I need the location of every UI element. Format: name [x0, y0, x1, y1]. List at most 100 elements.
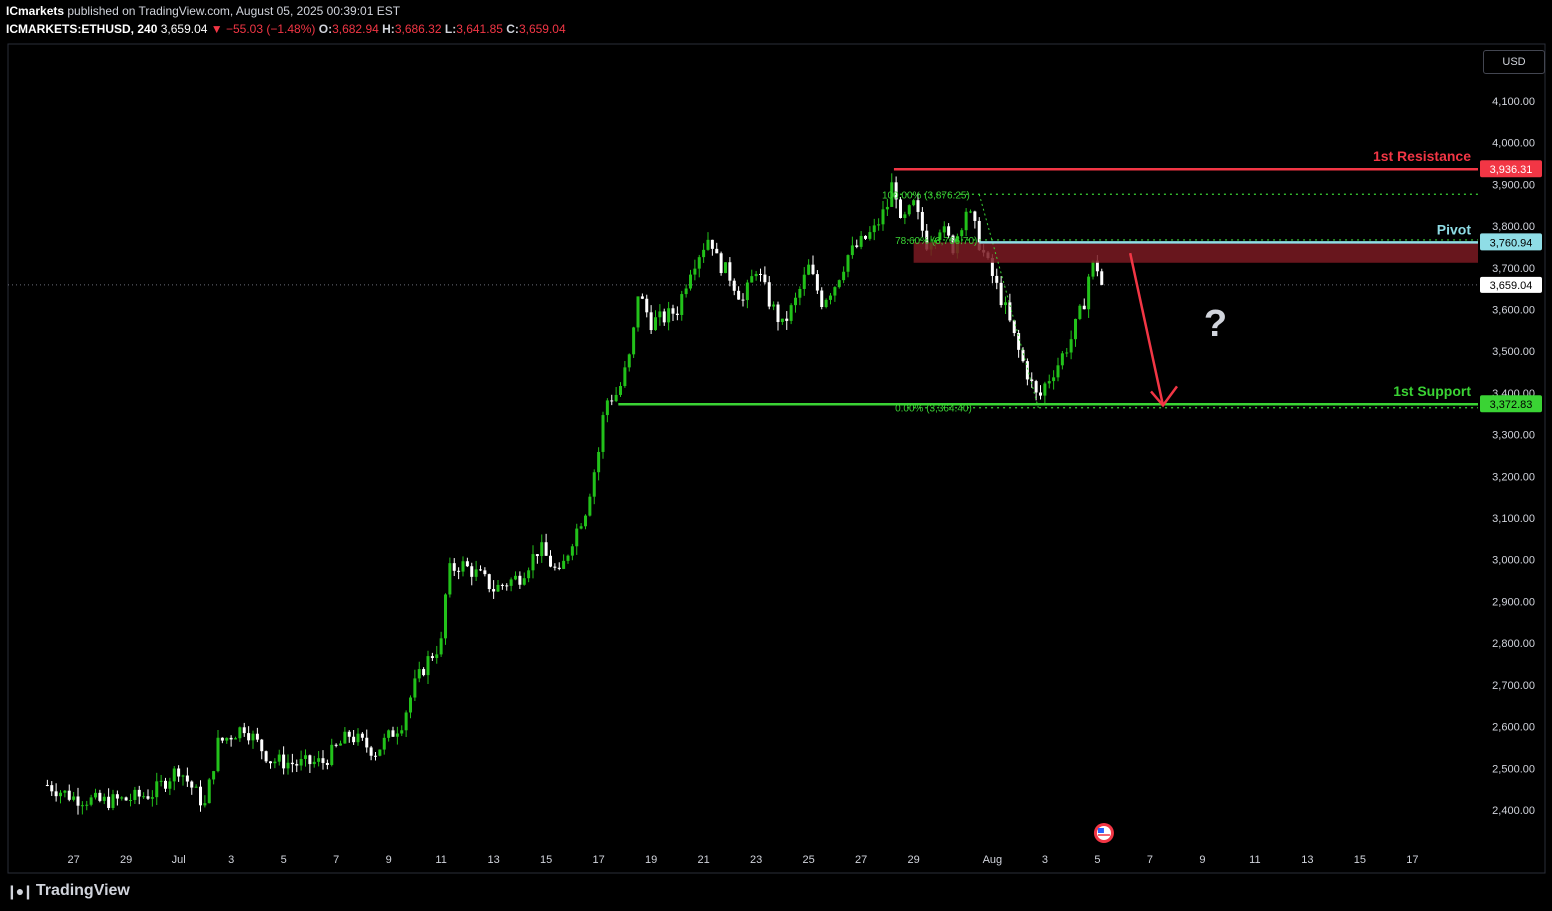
x-tick-label: 7: [333, 854, 339, 866]
candle-body: [658, 311, 662, 318]
fib-level-label: 78.60% (3,766.70): [895, 236, 977, 247]
candle-body: [811, 264, 815, 275]
currency-button[interactable]: USD: [1483, 50, 1545, 74]
candle-body: [990, 257, 994, 276]
candle-body: [535, 554, 539, 557]
candle-body: [339, 743, 342, 746]
candle-body: [745, 282, 749, 301]
candle-body: [623, 367, 627, 387]
candle-body: [330, 744, 334, 765]
candle-body: [190, 781, 194, 788]
candle-body: [995, 275, 999, 283]
candle-body: [934, 239, 937, 244]
candle-body: [369, 747, 373, 756]
candle-body: [286, 762, 290, 769]
candle-body: [133, 789, 137, 800]
candle-body: [912, 200, 916, 206]
candle-body: [1078, 305, 1082, 319]
down-arrow-head: [1150, 385, 1179, 408]
candle-body: [763, 274, 767, 283]
interval: 240: [137, 22, 158, 36]
candle-body: [1039, 392, 1042, 396]
candle-body: [356, 733, 360, 743]
candle-body: [479, 569, 482, 571]
candle-body: [868, 232, 872, 239]
candle-body: [212, 771, 216, 780]
candle-body: [820, 290, 824, 307]
candle-body: [1017, 333, 1021, 350]
x-tick-label: 19: [645, 854, 657, 866]
fib-level-label: 100.00% (3,876.25): [882, 190, 970, 201]
x-tick-label: Aug: [983, 854, 1003, 866]
candle-body: [1004, 302, 1007, 306]
candle-body: [824, 299, 828, 307]
candle-body: [877, 224, 881, 226]
candle-body: [395, 733, 399, 737]
x-tick-label: 17: [1406, 854, 1418, 866]
candle-body: [829, 295, 832, 300]
candle-body: [859, 235, 863, 247]
open-label: O:: [318, 22, 333, 36]
x-tick-label: 17: [593, 854, 605, 866]
candle-body: [172, 768, 176, 782]
candle-body: [321, 758, 325, 763]
candle-body: [80, 805, 84, 807]
y-tick-label: 3,900.00: [1492, 179, 1535, 191]
candle-body: [1091, 260, 1095, 277]
candle-body: [129, 799, 132, 801]
level-price-tag: [1480, 160, 1542, 178]
candle-body: [750, 276, 754, 283]
candle-body: [457, 570, 461, 572]
candle-body: [444, 594, 447, 639]
candle-body: [146, 796, 150, 799]
candle-body: [544, 542, 548, 556]
candle-body: [1047, 381, 1051, 384]
candle-body: [413, 678, 417, 698]
candle-body: [312, 761, 316, 765]
x-tick-label: 13: [1301, 854, 1313, 866]
candle-body: [1100, 271, 1104, 285]
candle-body: [505, 585, 509, 587]
candle-body: [111, 794, 115, 808]
candle-body: [452, 563, 456, 571]
candle-body: [439, 638, 443, 655]
candle-body: [570, 546, 574, 556]
candle-body: [207, 779, 211, 804]
x-tick-label: 21: [698, 854, 710, 866]
candle-body: [802, 274, 806, 289]
candle-body: [798, 288, 802, 298]
candle-body: [352, 736, 356, 743]
candle-body: [177, 768, 181, 777]
candle-body: [365, 737, 369, 748]
candle-body: [155, 781, 159, 798]
candle-body: [308, 755, 312, 765]
candle-body: [767, 282, 771, 307]
candle-body: [754, 273, 758, 277]
candle-body: [295, 764, 299, 766]
candle-body: [518, 575, 522, 585]
y-tick-label: 2,600.00: [1492, 722, 1535, 734]
candle-body: [614, 394, 618, 402]
candle-body: [1060, 353, 1064, 366]
candle-body: [102, 796, 106, 801]
candle-body: [671, 308, 675, 314]
candle-body: [509, 579, 513, 586]
candle-body: [627, 354, 631, 368]
candle-body: [737, 290, 741, 300]
candle-body: [977, 220, 981, 250]
candle-body: [124, 797, 128, 801]
candle-body: [872, 225, 876, 233]
question-mark: ?: [1204, 303, 1227, 345]
candle-body: [973, 211, 977, 221]
symbol-name: ICMARKETS:ETHUSD: [6, 22, 131, 36]
candle-body: [461, 561, 465, 572]
candle-body: [903, 214, 907, 218]
candle-body: [347, 731, 351, 737]
y-tick-label: 3,100.00: [1492, 513, 1535, 525]
candle-body: [1087, 276, 1091, 310]
candle-body: [107, 796, 111, 808]
x-tick-label: 23: [750, 854, 762, 866]
y-tick-label: 2,400.00: [1492, 805, 1535, 817]
y-tick-label: 4,100.00: [1492, 96, 1535, 108]
